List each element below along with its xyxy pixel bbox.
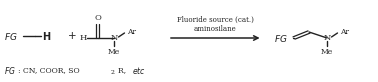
- Text: Ar: Ar: [127, 28, 136, 36]
- Text: : CN, COOR, SO: : CN, COOR, SO: [18, 66, 80, 74]
- Text: Me: Me: [321, 48, 333, 56]
- Text: $\it{FG}$: $\it{FG}$: [274, 32, 288, 43]
- Text: $\it{etc}$: $\it{etc}$: [132, 65, 146, 76]
- Text: $\it{FG}$: $\it{FG}$: [5, 65, 16, 76]
- Text: aminosilane: aminosilane: [194, 25, 237, 33]
- Text: O: O: [94, 14, 101, 22]
- Text: $\bf{H}$: $\bf{H}$: [42, 30, 51, 42]
- Text: Fluoride source (cat.): Fluoride source (cat.): [177, 16, 254, 24]
- Text: R,: R,: [118, 66, 129, 74]
- Text: N: N: [110, 34, 118, 42]
- Text: Me: Me: [108, 48, 120, 56]
- Text: N: N: [323, 34, 331, 42]
- Text: Ar: Ar: [341, 28, 350, 36]
- Text: 2: 2: [111, 70, 115, 75]
- Text: $\it{FG}$: $\it{FG}$: [5, 31, 18, 41]
- Text: +: +: [68, 31, 76, 41]
- Text: H: H: [80, 34, 87, 42]
